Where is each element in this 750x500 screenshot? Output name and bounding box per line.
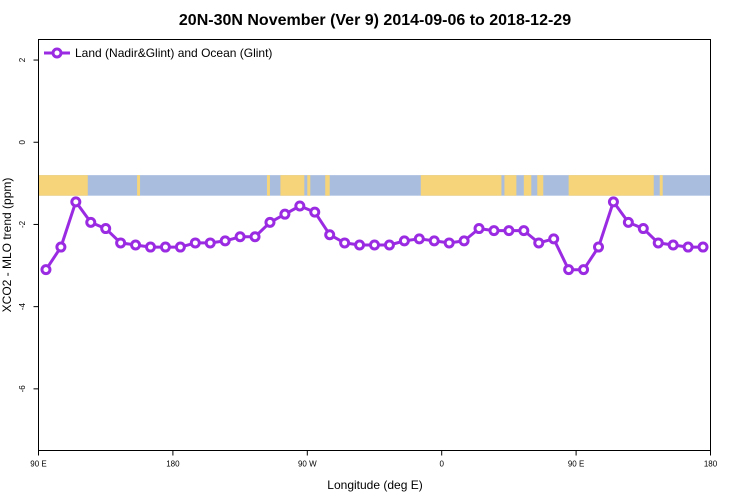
data-point xyxy=(40,264,52,276)
data-point xyxy=(324,229,336,241)
y-tick-label: 0 xyxy=(18,139,27,144)
data-point xyxy=(697,241,709,253)
data-point xyxy=(548,233,560,245)
x-tick-label: 180 xyxy=(166,460,180,469)
data-point xyxy=(234,231,246,243)
data-point xyxy=(593,241,604,253)
data-point xyxy=(339,237,351,249)
map-land xyxy=(420,175,502,196)
data-point xyxy=(85,216,97,228)
data-point xyxy=(413,233,425,245)
data-point xyxy=(398,235,410,247)
map-land xyxy=(537,175,544,196)
y-tick-label: -2 xyxy=(18,220,27,228)
plot-frame xyxy=(38,39,711,451)
data-point xyxy=(354,239,366,251)
data-point xyxy=(682,241,694,253)
data-point xyxy=(189,237,201,249)
data-point xyxy=(294,200,306,212)
data-point xyxy=(607,196,619,208)
map-land xyxy=(307,175,311,196)
data-point xyxy=(667,239,679,251)
data-point xyxy=(369,239,380,251)
x-tick-label: 0 xyxy=(439,460,444,469)
data-point xyxy=(219,235,231,247)
x-axis-label: Longitude (deg E) xyxy=(327,478,422,492)
world-map-strip xyxy=(38,175,711,196)
data-point xyxy=(130,239,142,251)
chart-title: 20N-30N November (Ver 9) 2014-09-06 to 2… xyxy=(179,12,571,29)
map-land xyxy=(568,175,654,196)
data-point xyxy=(115,237,127,249)
map-land xyxy=(659,175,663,196)
y-tick-label: 2 xyxy=(18,57,27,62)
data-point xyxy=(622,216,634,228)
data-point xyxy=(443,237,455,249)
series-layer xyxy=(40,196,709,276)
x-tick-label: 90 W xyxy=(298,460,317,469)
x-tick-label: 90 E xyxy=(568,460,584,469)
data-point xyxy=(174,241,186,253)
data-point xyxy=(503,225,515,237)
legend: Land (Nadir&Glint) and Ocean (Glint) xyxy=(44,46,272,60)
data-point xyxy=(249,231,261,243)
legend-marker xyxy=(51,47,63,59)
y-tick-label: -6 xyxy=(18,385,27,393)
data-point xyxy=(145,241,156,253)
data-point xyxy=(100,223,112,235)
map-land xyxy=(523,175,532,196)
y-tick-label: -4 xyxy=(18,303,27,311)
data-point xyxy=(279,208,291,220)
data-point xyxy=(458,235,470,247)
data-point xyxy=(473,223,485,235)
map-land xyxy=(280,175,305,196)
map-land xyxy=(38,175,88,196)
x-axis: 90 E 180 90 W 0 90 E 180 xyxy=(30,450,718,469)
map-land xyxy=(504,175,517,196)
y-axis: 2 0 -2 -4 -6 xyxy=(18,57,39,392)
series-line xyxy=(44,200,703,272)
data-point xyxy=(518,225,530,237)
data-point xyxy=(204,237,216,249)
legend-label: Land (Nadir&Glint) and Ocean (Glint) xyxy=(75,46,272,60)
data-point xyxy=(533,237,545,249)
map-land xyxy=(137,175,141,196)
data-point xyxy=(428,235,440,247)
data-point xyxy=(309,206,321,218)
data-point xyxy=(264,216,276,228)
data-point xyxy=(637,223,649,235)
data-point xyxy=(652,237,664,249)
data-point xyxy=(383,239,395,251)
data-point xyxy=(578,264,590,276)
data-point xyxy=(70,196,82,208)
data-point xyxy=(159,241,171,253)
x-tick-label: 180 xyxy=(704,460,718,469)
data-point xyxy=(55,241,67,253)
map-land xyxy=(266,175,270,196)
map-land xyxy=(325,175,330,196)
data-point xyxy=(563,264,575,276)
y-axis-label: XCO2 - MLO trend (ppm) xyxy=(0,178,14,313)
data-point xyxy=(488,225,500,237)
x-tick-label: 90 E xyxy=(30,460,46,469)
